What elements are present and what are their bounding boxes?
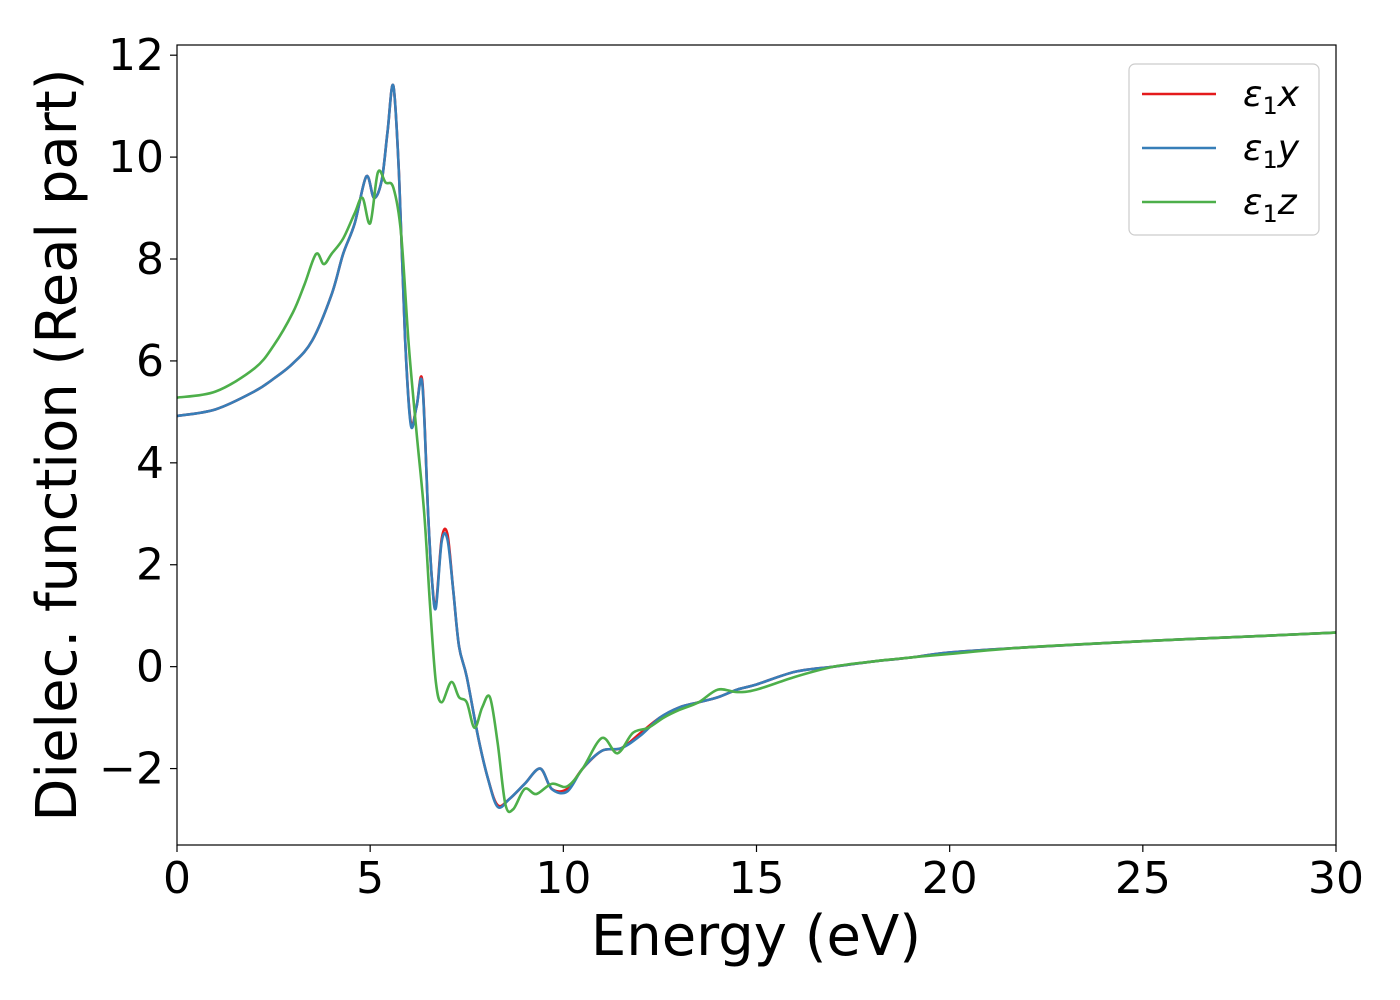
- x-tick-label: 10: [535, 853, 591, 904]
- y-tick-label: 0: [136, 642, 164, 693]
- y-tick-label: 4: [136, 438, 164, 489]
- y-axis-title: Dielec. function (Real part): [25, 68, 90, 821]
- x-tick-label: 20: [922, 853, 978, 904]
- legend-label-z: ε1z: [1243, 182, 1298, 228]
- y-tick-label: 12: [108, 30, 164, 81]
- y-tick-label: 8: [136, 234, 164, 285]
- legend-label-y: ε1y: [1243, 128, 1300, 174]
- y-tick-label: −2: [99, 744, 164, 795]
- y-tick-label: 6: [136, 336, 164, 387]
- x-axis-title: Energy (eV): [591, 904, 921, 969]
- legend-box: [1128, 63, 1320, 236]
- x-axis-ticks: 0 5 10 15 20 25 30: [163, 845, 1364, 904]
- legend: ε1x ε1y ε1z: [1128, 63, 1320, 236]
- x-tick-label: 30: [1308, 853, 1364, 904]
- x-tick-label: 0: [163, 853, 191, 904]
- y-tick-label: 10: [108, 132, 164, 183]
- x-tick-label: 15: [729, 853, 785, 904]
- series-line-z: [176, 169, 1337, 814]
- y-axis-ticks: −2 0 2 4 6 8 10 12: [99, 30, 177, 795]
- legend-label-x: ε1x: [1243, 74, 1300, 120]
- series-line-y: [176, 83, 1337, 809]
- x-tick-label: 5: [356, 853, 384, 904]
- series-layer: [176, 83, 1337, 814]
- y-tick-label: 2: [136, 540, 164, 591]
- x-tick-label: 25: [1115, 853, 1171, 904]
